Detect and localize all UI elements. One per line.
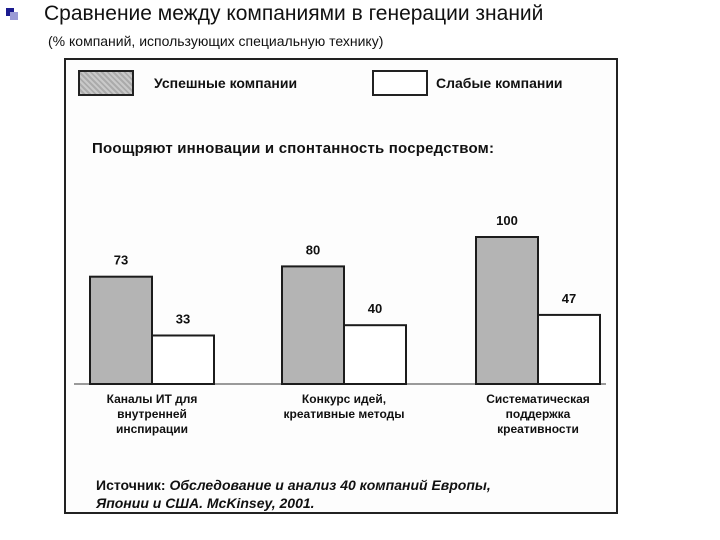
bar-weak-3 [537,313,601,385]
bar-successful-1 [89,275,153,385]
bar-successful-3 [475,236,539,385]
category-label-3: Систематическая поддержка креативности [453,392,623,437]
legend-label-weak: Слабые компании [436,75,563,91]
value-label-successful-1: 73 [114,253,128,268]
bar-weak-2 [343,324,407,386]
value-label-weak-1: 33 [176,311,190,326]
category-label-1-line-1: Каналы ИТ для [106,392,198,406]
slide-subtitle: (% компаний, использующих специальную те… [48,33,384,49]
value-label-successful-2: 80 [306,242,320,257]
legend-swatch-weak [372,70,428,96]
category-label-1-line-3: инспирации [115,422,189,436]
value-label-successful-3: 100 [496,213,518,228]
bar-chart-svg: 73 33 80 40 100 47 [74,213,606,386]
category-label-2: Конкурс идей, креативные методы [259,392,429,422]
category-label-1-line-2: внутренней [117,407,187,421]
bar-successful-2 [281,265,345,385]
category-label-3-line-1: Систематическая [486,392,590,406]
category-label-2-line-1: Конкурс идей, [301,392,387,406]
value-label-weak-3: 47 [562,291,576,306]
bullet-icon [6,8,18,20]
legend-swatch-successful [78,70,134,96]
chart-figure: Успешные компании Слабые компании Поощря… [64,58,618,514]
source-note: Источник: Обследование и анализ 40 компа… [96,476,491,512]
bar-weak-1 [151,334,215,385]
category-label-1: Каналы ИТ для внутренней инспирации [67,392,237,437]
category-label-3-line-3: креативности [497,422,579,436]
category-label-2-line-2: креативные методы [283,407,405,421]
source-line-1: Обследование и анализ 40 компаний Европы… [169,477,491,493]
source-prefix: Источник: [96,477,166,493]
source-line-2: Японии и США. McKinsey, 2001. [96,495,315,511]
value-label-weak-2: 40 [368,301,382,316]
slide-title: Сравнение между компаниями в генерации з… [44,2,544,25]
legend-label-successful: Успешные компании [154,75,298,91]
category-label-3-line-2: поддержка [505,407,571,421]
figure-heading: Поощряют инновации и спонтанность посред… [92,140,495,157]
slide-header: Сравнение между компаниями в генерации з… [0,0,720,56]
